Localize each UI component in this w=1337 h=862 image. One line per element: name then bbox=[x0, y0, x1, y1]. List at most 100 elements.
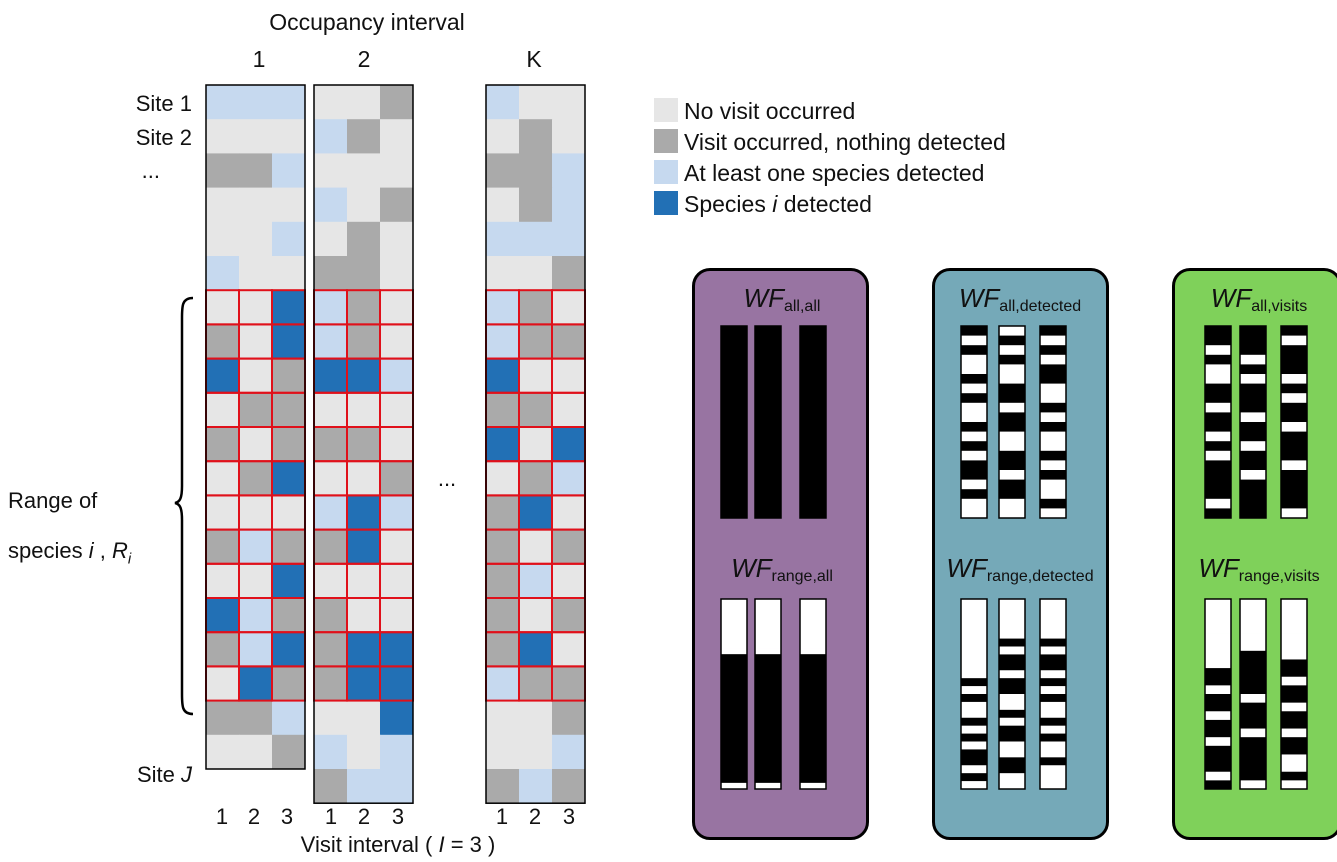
wf-cell bbox=[721, 450, 747, 461]
wf-cell bbox=[1281, 422, 1307, 432]
wf-cell bbox=[755, 611, 781, 618]
wf-cell bbox=[999, 479, 1025, 490]
grid-cell bbox=[314, 324, 348, 360]
wf-bar-outline bbox=[1039, 598, 1067, 790]
grid-cell bbox=[347, 392, 381, 428]
wf-bar-outline bbox=[754, 598, 782, 790]
grid-cell bbox=[239, 598, 273, 633]
wf-cell bbox=[755, 460, 781, 471]
wf-cell bbox=[999, 781, 1025, 790]
wf-cell bbox=[961, 709, 987, 719]
wf-cell bbox=[1205, 624, 1231, 634]
panel-visits-bottom-var: WF bbox=[1198, 553, 1239, 583]
wf-cell bbox=[755, 498, 781, 509]
wf-cell bbox=[721, 697, 747, 704]
wf-cell bbox=[721, 703, 747, 710]
wf-cell bbox=[800, 345, 826, 356]
grid-cell bbox=[347, 290, 381, 325]
wf-cell bbox=[800, 697, 826, 704]
wf-bar-outline bbox=[960, 325, 988, 519]
wf-cell bbox=[1240, 745, 1266, 755]
wf-cell bbox=[800, 641, 826, 649]
wf-cell bbox=[1281, 335, 1307, 346]
panel-all-top-var: WF bbox=[743, 283, 784, 313]
legend-swatch-visit-nothing bbox=[654, 129, 678, 153]
wf-cell bbox=[1205, 642, 1231, 652]
wf-cell bbox=[1040, 757, 1066, 766]
wf-cell bbox=[1240, 441, 1266, 452]
grid-cell bbox=[380, 187, 414, 223]
wf-cell bbox=[999, 654, 1025, 663]
wf-bar-outline bbox=[1204, 598, 1232, 790]
grid-cell bbox=[380, 256, 414, 291]
wf-cell bbox=[1240, 624, 1266, 634]
grid-cell bbox=[486, 666, 520, 702]
occupancy-interval-title: Occupancy interval bbox=[269, 9, 465, 35]
wf-cell bbox=[999, 733, 1025, 742]
wf-cell bbox=[1205, 685, 1231, 695]
interval-label-k: K bbox=[526, 46, 542, 72]
wf-cell bbox=[999, 614, 1025, 624]
wf-cell bbox=[755, 354, 781, 365]
wf-cell bbox=[721, 393, 747, 404]
wf-bottom-bar bbox=[1280, 598, 1308, 790]
wf-cell bbox=[999, 694, 1025, 703]
grid-cell bbox=[239, 529, 273, 565]
visit-interval-prefix: Visit interval ( bbox=[300, 832, 433, 857]
grid-cell bbox=[552, 153, 586, 189]
wf-cell bbox=[999, 508, 1025, 519]
grid-cell bbox=[272, 666, 306, 702]
wf-cell bbox=[1240, 479, 1266, 490]
grid-cell bbox=[239, 85, 273, 120]
wf-cell bbox=[755, 605, 781, 612]
grid-cell bbox=[239, 256, 273, 291]
wf-cell bbox=[1040, 646, 1066, 655]
panel-visits-bottom-sub: range,visits bbox=[1238, 568, 1320, 585]
wf-cell bbox=[755, 374, 781, 384]
grid-cell bbox=[206, 290, 240, 325]
grid-cell bbox=[206, 734, 240, 770]
wf-cell bbox=[1281, 508, 1307, 519]
wf-cell bbox=[999, 717, 1025, 727]
grid-cell bbox=[486, 563, 520, 599]
visit-interval-axis-label: Visit interval ( I = 3 ) bbox=[301, 834, 496, 856]
grid-block-outline bbox=[205, 84, 306, 770]
wf-cell bbox=[961, 781, 987, 790]
wf-cell bbox=[755, 764, 781, 772]
wf-cell bbox=[721, 715, 747, 722]
wf-cell bbox=[961, 422, 987, 432]
grid-cell bbox=[272, 700, 306, 736]
wf-cell bbox=[999, 638, 1025, 647]
grid-cell bbox=[206, 427, 240, 462]
wf-cell bbox=[800, 666, 826, 673]
wf-cell bbox=[1281, 771, 1307, 781]
grid-cell bbox=[519, 153, 553, 189]
wf-cell bbox=[800, 629, 826, 637]
wf-cell bbox=[755, 770, 781, 778]
wf-cell bbox=[1040, 765, 1066, 774]
wf-cell bbox=[1281, 326, 1307, 336]
wf-cell bbox=[1281, 702, 1307, 712]
wf-cell bbox=[999, 622, 1025, 632]
wf-cell bbox=[999, 441, 1025, 452]
legend-species-word: Species bbox=[684, 191, 766, 217]
grid-cell bbox=[206, 700, 240, 736]
wf-cell bbox=[999, 606, 1025, 616]
wf-cell bbox=[1040, 402, 1066, 413]
grid-cell bbox=[380, 598, 414, 633]
grid-cell bbox=[552, 461, 586, 496]
grid-block-outline bbox=[485, 84, 586, 804]
wf-cell bbox=[800, 721, 826, 729]
legend-swatch-species-i bbox=[654, 191, 678, 215]
wf-cell bbox=[755, 684, 781, 692]
grid-cell bbox=[380, 563, 414, 599]
legend-detected-word: detected bbox=[783, 191, 872, 217]
grid-cell bbox=[519, 221, 553, 257]
wf-cell bbox=[1240, 354, 1266, 365]
grid-cell bbox=[380, 495, 414, 531]
wf-cell bbox=[1240, 780, 1266, 790]
wf-cell bbox=[1040, 364, 1066, 375]
grid-block-outline bbox=[313, 84, 414, 804]
wf-cell bbox=[800, 709, 826, 716]
wf-cell bbox=[999, 773, 1025, 782]
